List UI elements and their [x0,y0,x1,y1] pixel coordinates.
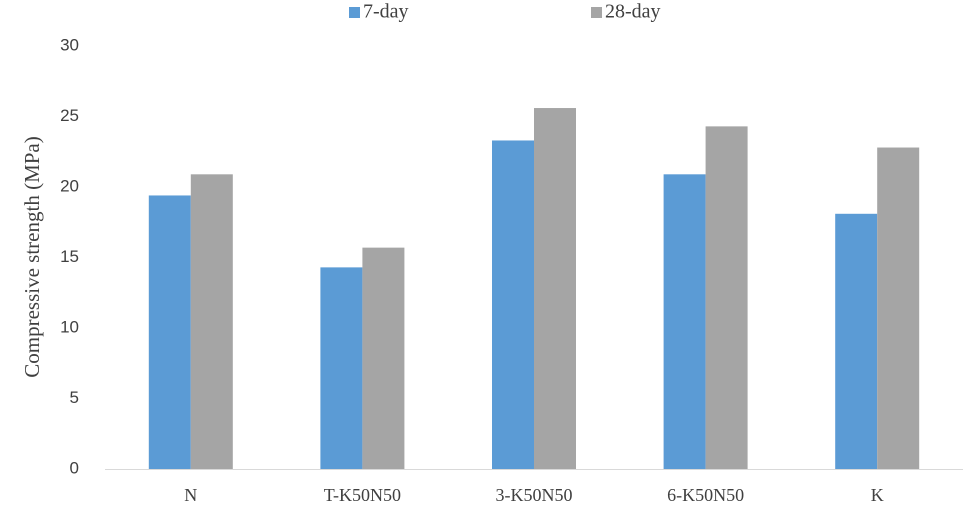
bar-7-day-N [148,195,191,469]
legend-label: 7-day [363,1,409,23]
bar-28-day-6-K50N50 [705,126,748,470]
x-category-label: T-K50N50 [324,485,401,505]
x-category-label: 6-K50N50 [667,485,744,505]
x-category-label: K [871,485,884,505]
y-tick-label: 20 [60,176,79,195]
bar-7-day-6-K50N50 [663,174,706,469]
y-tick-label: 0 [70,458,79,477]
y-axis-label: Compressive strength (MPa) [20,136,44,377]
y-tick-label: 10 [60,317,79,336]
y-tick-label: 5 [70,388,79,407]
y-tick-label: 25 [60,106,79,125]
y-tick-label: 30 [60,35,79,54]
bar-7-day-K [835,213,878,469]
bar-28-day-T-K50N50 [362,247,405,469]
y-axis-ticks: 0 5 10 15 20 25 30 [60,35,79,477]
x-category-label: 3-K50N50 [496,485,573,505]
y-tick-label: 15 [60,247,79,266]
legend-swatch-28-day [591,7,602,18]
bar-28-day-3-K50N50 [534,108,576,469]
bar-28-day-K [877,147,920,469]
bars [148,108,920,470]
bar-7-day-T-K50N50 [320,267,363,469]
legend-label: 28-day [605,1,661,23]
x-category-label: N [184,485,197,505]
bar-7-day-3-K50N50 [492,140,534,469]
legend-swatch-7-day [349,7,360,18]
legend: 7-day 28-day [349,1,661,23]
x-axis-ticks: N T-K50N50 3-K50N50 6-K50N50 K [184,485,883,505]
bar-28-day-N [190,174,233,469]
